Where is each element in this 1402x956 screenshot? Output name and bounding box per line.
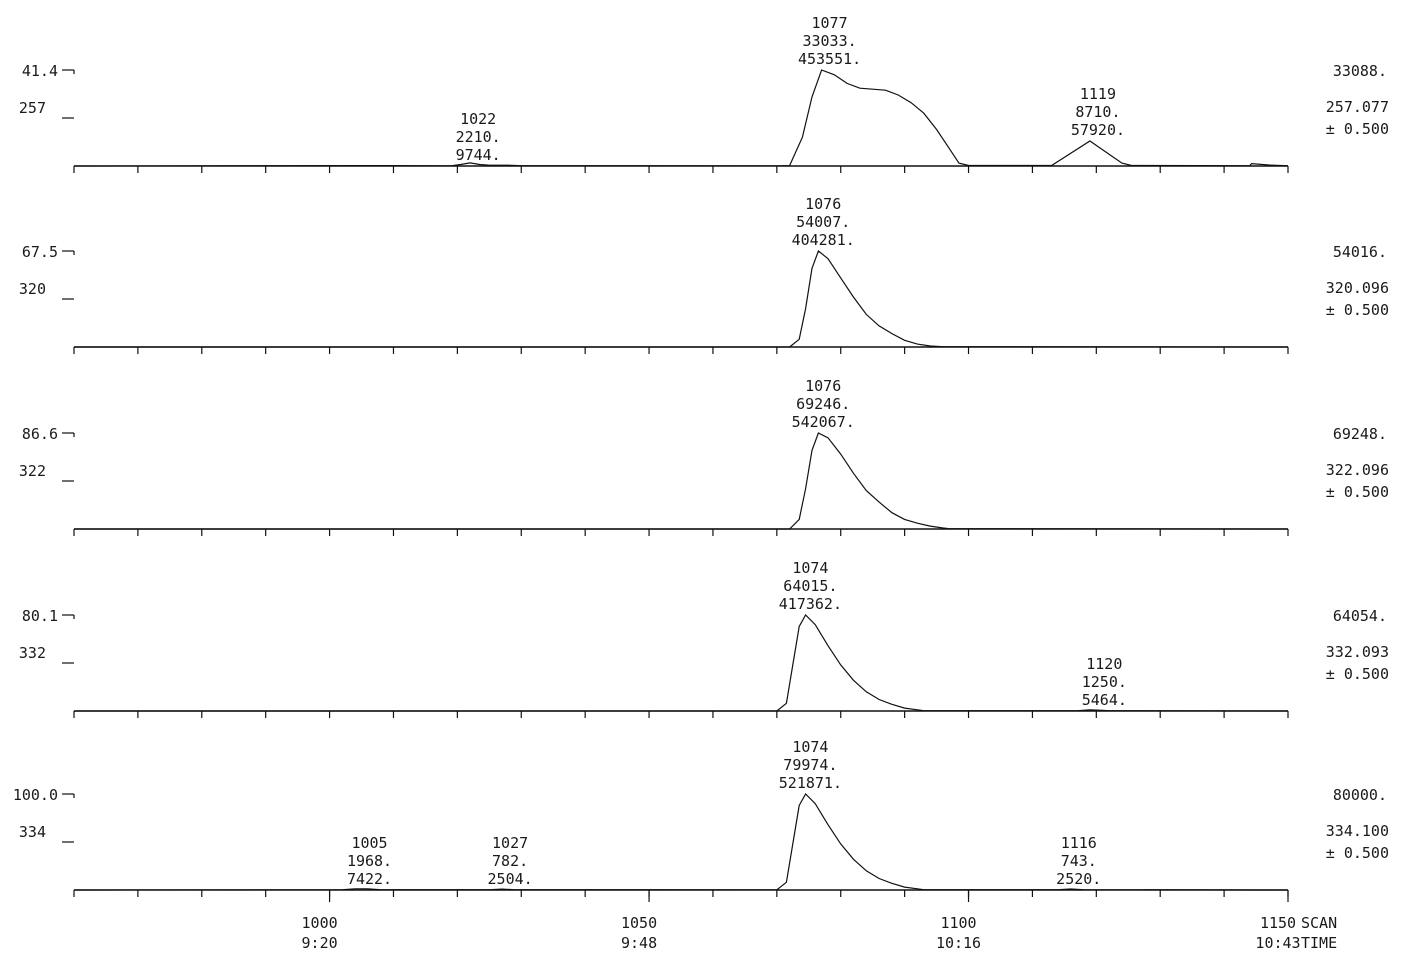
panel-5-max-count: 80000. xyxy=(1333,786,1387,804)
panel-1-peak-3-height: 8710. xyxy=(1075,103,1120,121)
x-tick-label-time-3: 10:16 xyxy=(936,934,981,952)
panel-3-peak-1-area: 542067. xyxy=(792,413,855,431)
x-tick-label-scan-1: 1000 xyxy=(302,914,338,932)
panel-4-peak-1-height: 64015. xyxy=(783,577,837,595)
panel-2-peak-1-area: 404281. xyxy=(792,231,855,249)
panel-2-peak-1-height: 54007. xyxy=(796,213,850,231)
panel-5-peak-4-scan: 1116 xyxy=(1061,834,1097,852)
panel-2-mass-value: 320.096 xyxy=(1326,279,1389,297)
x-tick-label-scan-4: 1150 xyxy=(1260,914,1296,932)
panel-1-mass-label: 257 xyxy=(19,99,46,117)
panel-1-peak-3-area: 57920. xyxy=(1071,121,1125,139)
panel-4-mass-window: ± 0.500 xyxy=(1326,665,1389,683)
panel-1-peak-2-area: 9744. xyxy=(456,146,501,164)
panel-4-peak-2-area: 5464. xyxy=(1082,691,1127,709)
panel-2-peak-1-scan: 1076 xyxy=(805,195,841,213)
panel-4-max-count: 64054. xyxy=(1333,607,1387,625)
panel-2-max-count: 54016. xyxy=(1333,243,1387,261)
panel-1-peak-2-scan: 1022 xyxy=(460,110,496,128)
panel-5-mass-label: 334 xyxy=(19,823,46,841)
panel-5-mass-window: ± 0.500 xyxy=(1326,844,1389,862)
panel-1-peak-2-height: 2210. xyxy=(456,128,501,146)
panel-3-trace-line xyxy=(74,432,1289,530)
x-tick-label-time-2: 9:48 xyxy=(621,934,657,952)
panel-3-mass-label: 322 xyxy=(19,462,46,480)
panel-5-peak-2-height: 1968. xyxy=(347,852,392,870)
x-tick-label-scan-3: 1100 xyxy=(940,914,976,932)
panel-2-scale-percent: 67.5 xyxy=(22,243,58,261)
panel-4-peak-1-scan: 1074 xyxy=(792,559,828,577)
x-axis-label-scan: SCAN xyxy=(1301,914,1337,932)
panel-1-peak-3-scan: 1119 xyxy=(1080,85,1116,103)
panel-3-peak-1-height: 69246. xyxy=(796,395,850,413)
panel-5-peak-4-height: 743. xyxy=(1061,852,1097,870)
panel-5-peak-1-area: 521871. xyxy=(779,774,842,792)
panel-1-peak-1-area: 453551. xyxy=(798,50,861,68)
panel-1-mass-window: ± 0.500 xyxy=(1326,120,1389,138)
panel-3-peak-1-scan: 1076 xyxy=(805,377,841,395)
panel-5-mass-value: 334.100 xyxy=(1326,822,1389,840)
panel-4-peak-2-height: 1250. xyxy=(1082,673,1127,691)
x-axis-label-time: TIME xyxy=(1301,934,1337,952)
panel-5-scale-percent: 100.0 xyxy=(13,786,58,804)
panel-5-peak-3-height: 782. xyxy=(492,852,528,870)
x-tick-label-time-4: 10:43 xyxy=(1255,934,1300,952)
panel-5-peak-4-area: 2520. xyxy=(1056,870,1101,888)
panel-5-peak-3-scan: 1027 xyxy=(492,834,528,852)
x-tick-label-scan-2: 1050 xyxy=(621,914,657,932)
panel-1-trace-line xyxy=(73,69,1289,167)
panel-4-trace-line xyxy=(74,614,1289,712)
panel-5-peak-3-area: 2504. xyxy=(488,870,533,888)
panel-4-peak-2-scan: 1120 xyxy=(1086,655,1122,673)
panel-1-max-count: 33088. xyxy=(1333,62,1387,80)
panel-3-max-count: 69248. xyxy=(1333,425,1387,443)
panel-4-mass-label: 332 xyxy=(19,644,46,662)
panel-3-mass-value: 322.096 xyxy=(1326,461,1389,479)
x-tick-label-time-1: 9:20 xyxy=(302,934,338,952)
panel-1-peak-1-height: 33033. xyxy=(802,32,856,50)
panel-5-peak-2-area: 7422. xyxy=(347,870,392,888)
panel-5-peak-2-scan: 1005 xyxy=(351,834,387,852)
panel-5-peak-1-scan: 1074 xyxy=(792,738,828,756)
panel-4-mass-value: 332.093 xyxy=(1326,643,1389,661)
panel-1-peak-1-scan: 1077 xyxy=(812,14,848,32)
panel-3-mass-window: ± 0.500 xyxy=(1326,483,1389,501)
panel-2-trace-line xyxy=(74,250,1289,348)
panel-5-trace-line xyxy=(73,793,1289,891)
panel-4-peak-1-area: 417362. xyxy=(779,595,842,613)
panel-3-scale-percent: 86.6 xyxy=(22,425,58,443)
panel-2-mass-label: 320 xyxy=(19,280,46,298)
panel-4-scale-percent: 80.1 xyxy=(22,607,58,625)
panel-2-mass-window: ± 0.500 xyxy=(1326,301,1389,319)
panel-1-mass-value: 257.077 xyxy=(1326,98,1389,116)
panel-5-peak-1-height: 79974. xyxy=(783,756,837,774)
panel-1-scale-percent: 41.4 xyxy=(22,62,58,80)
